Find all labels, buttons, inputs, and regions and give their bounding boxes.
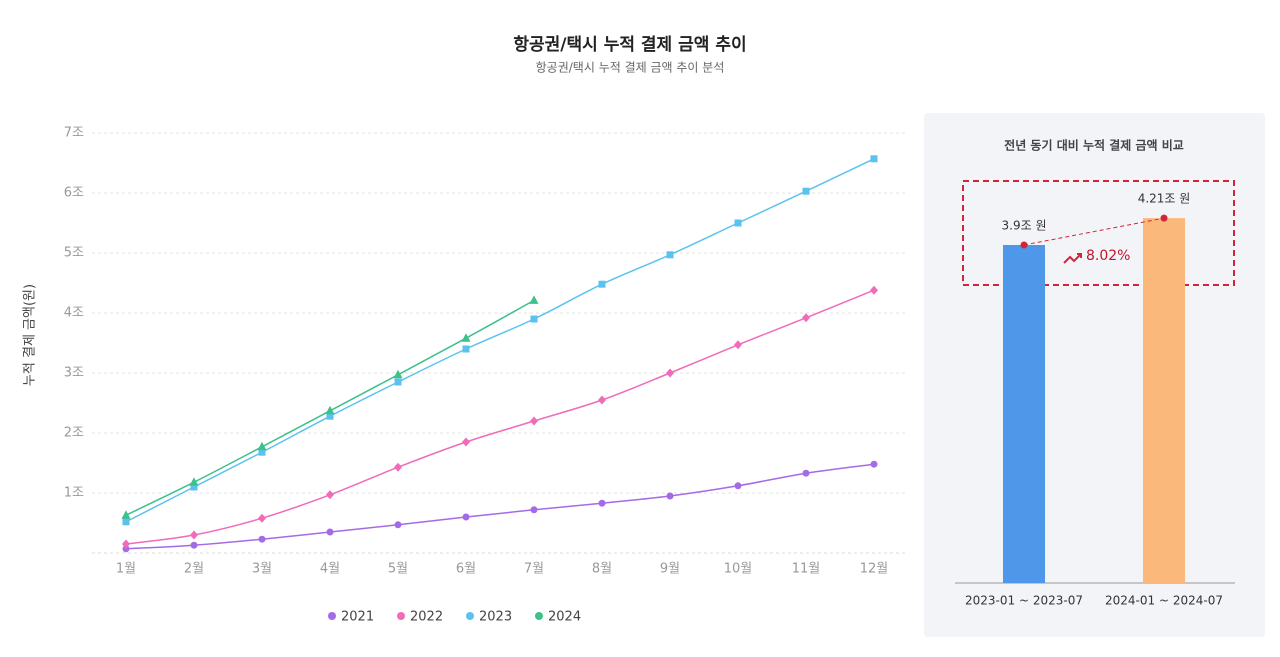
point: [121, 510, 131, 519]
point: [802, 469, 810, 477]
point: [870, 460, 878, 468]
point: [394, 462, 402, 472]
x-tick-label: 6월: [456, 562, 476, 577]
point: [326, 490, 334, 500]
y-tick-label: 6조: [64, 186, 84, 201]
x-tick-label: 2월: [184, 562, 204, 577]
legend-label: 2024: [548, 610, 581, 625]
point: [598, 395, 606, 405]
point: [326, 412, 334, 420]
point: [189, 477, 199, 486]
x-tick-label: 7월: [524, 562, 544, 577]
x-tick-label: 3월: [252, 562, 272, 577]
legend-label: 2021: [341, 610, 374, 625]
legend-marker: [466, 612, 474, 620]
x-tick-label: 5월: [388, 562, 408, 577]
point: [870, 285, 878, 295]
point: [394, 521, 402, 529]
point: [666, 251, 674, 259]
point: [462, 437, 470, 447]
point: [122, 518, 130, 526]
panel-title: 전년 동기 대비 누적 결제 금액 비교: [1004, 138, 1184, 153]
point: [190, 483, 198, 491]
highlight-box: [962, 180, 1235, 286]
point: [122, 539, 130, 549]
legend-marker: [535, 612, 543, 620]
point: [530, 315, 538, 323]
point: [529, 295, 539, 304]
legend-label: 2022: [410, 610, 443, 625]
x-tick-label: 2023-01 ~ 2023-07: [965, 594, 1083, 608]
point: [870, 155, 878, 163]
point: [394, 378, 402, 386]
y-axis-label: 누적 결제 금액(원): [23, 284, 38, 386]
point: [393, 369, 403, 379]
y-tick-label: 4조: [64, 306, 84, 321]
point: [461, 333, 471, 342]
bar-top-dot: [1020, 241, 1028, 249]
point: [190, 541, 198, 549]
point: [326, 528, 334, 536]
y-tick-label: 5조: [64, 246, 84, 261]
bar: [1143, 218, 1185, 583]
point: [802, 313, 810, 323]
series-line: [125, 289, 875, 545]
point: [530, 416, 538, 426]
y-tick-label: 2조: [64, 426, 84, 441]
bar-value-label: 4.21조 원: [1138, 192, 1191, 206]
point: [666, 492, 674, 500]
x-tick-label: 4월: [320, 562, 340, 577]
bar: [1003, 245, 1045, 583]
point: [258, 535, 266, 543]
point: [258, 513, 266, 523]
x-tick-label: 12월: [860, 562, 889, 577]
chart-title: 항공권/택시 누적 결제 금액 추이: [513, 34, 746, 55]
point: [462, 513, 470, 521]
trend-icon: [1063, 253, 1082, 264]
comparison-panel: [924, 113, 1265, 637]
point: [530, 506, 538, 514]
point: [190, 530, 198, 540]
point: [734, 482, 742, 490]
x-tick-label: 10월: [724, 562, 753, 577]
point: [257, 441, 267, 451]
legend-marker: [328, 612, 336, 620]
growth-connector: [1023, 217, 1165, 246]
x-tick-label: 9월: [660, 562, 680, 577]
point: [258, 448, 266, 456]
x-tick-label: 11월: [792, 562, 821, 577]
series-line: [125, 158, 875, 523]
y-tick-label: 7조: [64, 126, 84, 141]
y-tick-label: 1조: [64, 486, 84, 501]
x-tick-label: 8월: [592, 562, 612, 577]
bar-top-dot: [1160, 214, 1168, 222]
point: [325, 405, 335, 415]
x-tick-label: 2024-01 ~ 2024-07: [1105, 594, 1223, 608]
point: [122, 545, 130, 553]
chart-subtitle: 항공권/택시 누적 결제 금액 추이 분석: [536, 61, 725, 75]
x-tick-label: 1월: [116, 562, 136, 577]
growth-annotation: 8.02%: [1086, 248, 1130, 264]
point: [598, 499, 606, 507]
point: [462, 345, 470, 353]
legend-marker: [397, 612, 405, 620]
point: [734, 219, 742, 227]
series-line: [125, 463, 875, 550]
y-tick-label: 3조: [64, 366, 84, 381]
point: [598, 280, 606, 288]
point: [734, 340, 742, 350]
bar-value-label: 3.9조 원: [1002, 219, 1047, 233]
legend-label: 2023: [479, 610, 512, 625]
point: [666, 368, 674, 378]
point: [802, 187, 810, 195]
